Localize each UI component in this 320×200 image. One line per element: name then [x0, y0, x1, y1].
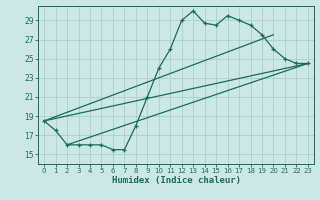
X-axis label: Humidex (Indice chaleur): Humidex (Indice chaleur) [111, 176, 241, 185]
